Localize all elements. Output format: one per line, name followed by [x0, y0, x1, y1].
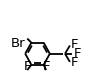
Text: F: F	[70, 38, 78, 51]
Text: F: F	[74, 47, 81, 60]
Text: Br: Br	[11, 37, 25, 50]
Text: F: F	[24, 60, 31, 73]
Text: F: F	[70, 56, 78, 69]
Text: F: F	[42, 60, 50, 73]
